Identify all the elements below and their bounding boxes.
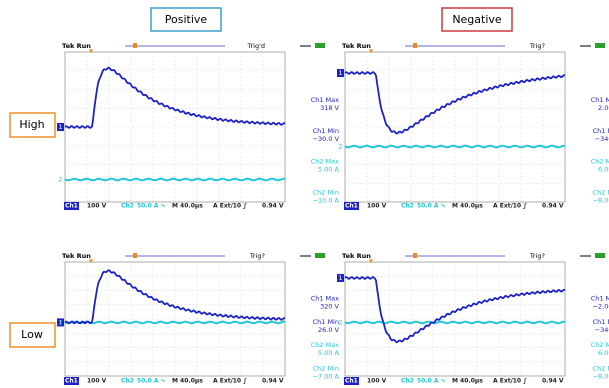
readout-value: −340 V [595,135,609,143]
trigger-pos [413,253,417,258]
column-label: Positive [165,13,208,26]
ch2-marker: 2 [338,143,342,151]
readout-label: Ch1 Min [593,127,609,135]
footer-field: 50.0 A ∿ [137,203,166,210]
trigger-pos [133,43,137,48]
trigger-marker: ▾ [89,257,93,266]
footer-field: A Ext/10 ∫ [493,378,527,385]
readout-label: Ch2 Max [311,158,339,166]
footer-field: 50.0 A ∿ [417,378,446,385]
readout-value: 6.00 A [598,166,609,174]
readout-value: 320 V [320,302,339,310]
readout-label: Ch2 Max [591,341,609,349]
readout-label: Ch1 Max [591,294,609,302]
scope-brand: Tek Run [62,252,91,260]
readout-label: Ch1 Max [591,96,609,104]
footer-field: 0.94 V [262,378,284,385]
readout-label: Ch2 Min [313,365,339,373]
readout-label: Ch2 Max [311,341,339,349]
readout-value: 2.00 V [598,104,609,112]
readout-value: 318 V [320,104,339,112]
trigger-marker: ▾ [89,47,93,56]
footer-field: Ch1 [345,203,358,210]
row-label: High [19,118,44,131]
footer-field: 100 V [367,203,387,210]
readout-value: 26.0 V [318,326,340,334]
trigger-status: Trig? [529,252,545,260]
trigger-status: Trig? [249,252,265,260]
footer-field: Ch2 [121,378,134,385]
readout-value: −30.0 V [313,135,340,143]
footer-field: Ch1 [65,378,78,385]
scope-brand: Tek Run [342,42,371,50]
scope-brand: Tek Run [62,42,91,50]
readout-label: Ch2 Max [591,158,609,166]
trigger-pos [413,43,417,48]
footer-field: Ch1 [65,203,78,210]
footer-field: 50.0 A ∿ [137,378,166,385]
status-icon [315,253,325,258]
footer-field: M 40.0μs [452,203,483,210]
footer-field: 50.0 A ∿ [417,203,446,210]
readout-value: 6.00 A [598,349,609,357]
trigger-marker: ▾ [369,257,373,266]
footer-field: M 40.0μs [172,203,203,210]
status-icon [595,43,605,48]
ch1-marker: 1 [338,69,342,77]
footer-field: A Ext/10 ∫ [213,378,247,385]
readout-label: Ch1 Max [311,96,339,104]
footer-field: M 40.0μs [452,378,483,385]
column-label: Negative [452,13,502,26]
readout-label: Ch2 Min [593,188,609,196]
footer-field: 100 V [367,378,387,385]
row-label: Low [21,328,43,341]
page: Positive Negative High Low Tek Run Trig'd… [0,0,609,388]
readout-label: Ch2 Min [313,188,339,196]
readout-label: Ch2 Min [593,365,609,373]
trigger-pos [133,253,137,258]
footer-field: M 40.0μs [172,378,203,385]
readout-value: −10.0 A [313,196,340,204]
scope-brand: Tek Run [342,252,371,260]
ch2-marker: 2 [58,318,62,326]
ch2-marker: 2 [338,318,342,326]
footer-field: Ch2 [401,203,414,210]
status-icon [315,43,325,48]
trigger-marker: ▾ [369,47,373,56]
trigger-status: Trig? [529,42,545,50]
readout-label: Ch1 Max [311,294,339,302]
figure: Positive Negative High Low Tek Run Trig'd… [0,0,609,388]
status-icon [595,253,605,258]
footer-field: 100 V [87,203,107,210]
readout-value: −346 V [595,326,609,334]
footer-field: 0.94 V [262,203,284,210]
readout-value: −7.00 A [313,373,340,381]
ch1-marker: 1 [338,274,342,282]
footer-field: 0.94 V [542,378,564,385]
trigger-status: Trig'd [246,42,265,50]
footer-field: Ch2 [401,378,414,385]
footer-field: A Ext/10 ∫ [493,203,527,210]
ch1-marker: 1 [58,123,62,131]
footer-field: 100 V [87,378,107,385]
footer-field: Ch2 [121,203,134,210]
footer-field: Ch1 [345,378,358,385]
ch2-marker: 2 [58,176,62,184]
readout-value: 5.00 A [318,349,340,357]
readout-label: Ch1 Min [313,318,339,326]
footer-field: A Ext/10 ∫ [213,203,247,210]
footer-field: 0.94 V [542,203,564,210]
readout-value: 5.00 A [318,166,340,174]
readout-value: −8.00 A [593,196,609,204]
readout-value: −8.00 A [593,373,609,381]
readout-value: −2.00 V [593,302,609,310]
readout-label: Ch1 Min [593,318,609,326]
readout-label: Ch1 Min [313,127,339,135]
